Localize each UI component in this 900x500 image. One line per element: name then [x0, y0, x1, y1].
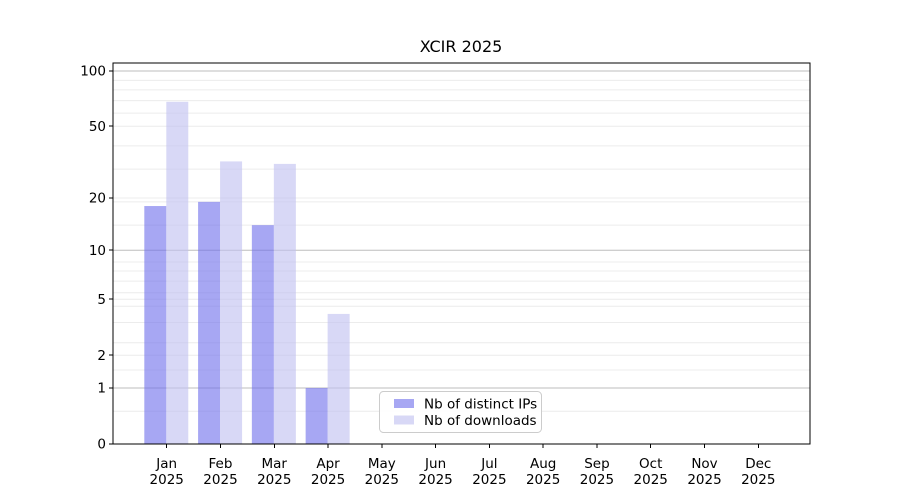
- legend-label-distinct-ips: Nb of distinct IPs: [424, 397, 537, 413]
- x-tick-label-feb: Feb 2025: [203, 456, 237, 488]
- bar-downloads-feb: [220, 161, 243, 444]
- legend-swatch-distinct-ips: [394, 399, 414, 408]
- x-tick-label-jul: Jul 2025: [472, 456, 506, 488]
- y-tick-label: 100: [80, 64, 106, 80]
- x-tick-label-apr: Apr 2025: [311, 456, 345, 488]
- chart-title: XCIR 2025: [420, 37, 503, 56]
- legend-swatch-downloads: [394, 415, 414, 425]
- bars-layer: [144, 101, 350, 445]
- bar-downloads-apr: [327, 313, 350, 444]
- x-tick-label-may: May 2025: [365, 456, 399, 488]
- x-tick-label-nov: Nov 2025: [687, 456, 721, 488]
- y-tick-label: 0: [97, 437, 106, 453]
- y-tick-label: 50: [89, 119, 106, 135]
- y-tick-label: 1: [97, 381, 106, 397]
- x-tick-label-jun: Jun 2025: [418, 456, 452, 488]
- y-tick-label: 2: [97, 348, 106, 364]
- x-tick-label-oct: Oct 2025: [634, 456, 668, 488]
- x-tick-label-jan: Jan 2025: [150, 456, 184, 488]
- legend-box: [379, 391, 542, 433]
- x-tick-label-sep: Sep 2025: [580, 456, 614, 488]
- ticks-layer: [109, 70, 759, 448]
- bar-distinct-ips-jan: [144, 206, 167, 444]
- plot-border: [112, 62, 811, 445]
- bar-distinct-ips-mar: [251, 225, 274, 444]
- y-tick-label: 5: [97, 292, 106, 308]
- x-tick-label-mar: Mar 2025: [257, 456, 291, 488]
- x-tick-label-aug: Aug 2025: [526, 456, 560, 488]
- bar-distinct-ips-apr: [305, 387, 328, 444]
- bar-distinct-ips-feb: [198, 201, 221, 444]
- legend-label-downloads: Nb of downloads: [424, 413, 537, 429]
- x-tick-label-dec: Dec 2025: [741, 456, 775, 488]
- bar-downloads-jan: [166, 101, 189, 445]
- legend: Nb of distinct IPs Nb of downloads: [379, 391, 542, 433]
- y-tick-label: 20: [89, 191, 106, 207]
- bar-downloads-mar: [273, 163, 296, 444]
- axis-labels-layer: 0 1 2 5 10 20 50 100 Jan 2025 Feb 2025 Mar 2025 Apr 202…: [80, 64, 775, 488]
- y-tick-label: 10: [89, 243, 106, 259]
